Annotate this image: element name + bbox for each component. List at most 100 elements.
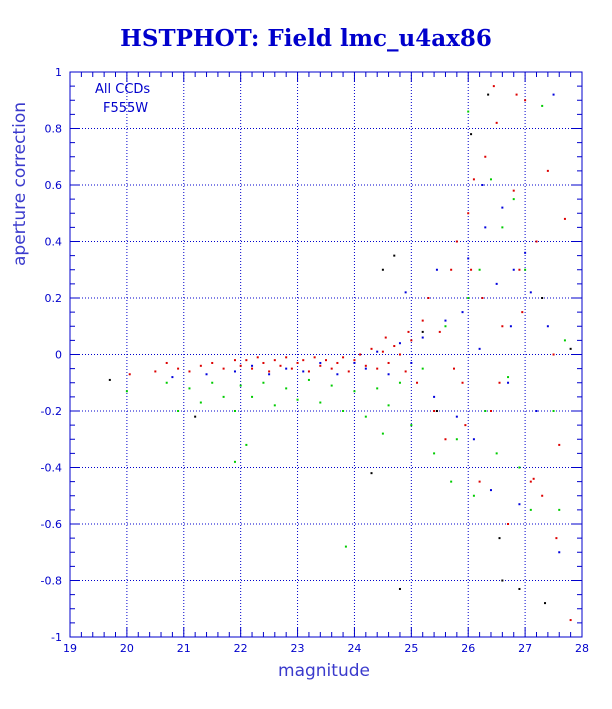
data-point bbox=[569, 619, 572, 622]
data-point bbox=[256, 356, 259, 359]
data-point bbox=[484, 410, 487, 412]
data-point bbox=[359, 353, 362, 356]
data-point bbox=[472, 178, 475, 181]
data-point bbox=[541, 104, 544, 107]
data-point bbox=[290, 367, 293, 370]
data-point bbox=[188, 370, 191, 373]
data-point bbox=[398, 353, 401, 356]
data-point bbox=[455, 240, 458, 243]
data-point bbox=[398, 381, 401, 384]
data-point bbox=[507, 523, 510, 525]
data-point bbox=[450, 480, 453, 483]
data-point bbox=[199, 364, 202, 367]
y-tick-label: -0.8 bbox=[41, 575, 62, 588]
x-tick-label: 28 bbox=[575, 642, 589, 655]
data-point bbox=[495, 121, 498, 124]
data-point bbox=[489, 410, 492, 412]
x-tick-label: 20 bbox=[120, 642, 134, 655]
data-point bbox=[427, 297, 430, 299]
data-point bbox=[211, 361, 214, 364]
data-point bbox=[416, 381, 419, 384]
data-point bbox=[353, 359, 356, 362]
data-point bbox=[563, 217, 566, 220]
data-point bbox=[319, 401, 322, 404]
data-point bbox=[524, 99, 527, 102]
data-point bbox=[433, 452, 436, 455]
data-point bbox=[421, 336, 424, 339]
data-point bbox=[410, 424, 413, 427]
data-point bbox=[407, 330, 410, 333]
x-tick-label: 26 bbox=[461, 642, 475, 655]
data-point bbox=[313, 356, 316, 359]
data-point bbox=[285, 356, 288, 359]
data-point bbox=[347, 370, 350, 373]
data-point bbox=[387, 404, 390, 407]
data-point bbox=[512, 198, 515, 201]
data-point bbox=[507, 381, 510, 384]
data-point bbox=[558, 551, 561, 554]
x-axis-label: magnitude bbox=[278, 661, 370, 681]
data-point bbox=[569, 347, 572, 350]
data-point bbox=[251, 395, 254, 398]
data-point bbox=[233, 410, 236, 412]
x-tick-label: 27 bbox=[518, 642, 532, 655]
data-point bbox=[325, 359, 327, 362]
data-point bbox=[353, 361, 356, 364]
data-point bbox=[518, 587, 521, 590]
data-point bbox=[188, 387, 191, 390]
annotation-line-2: F555W bbox=[103, 101, 148, 116]
data-point bbox=[544, 602, 547, 605]
data-point bbox=[199, 401, 202, 404]
data-point bbox=[296, 361, 299, 364]
data-point bbox=[177, 410, 180, 412]
data-point bbox=[535, 410, 538, 412]
data-point bbox=[455, 415, 458, 418]
data-point bbox=[467, 110, 470, 113]
data-point bbox=[171, 376, 174, 379]
data-point bbox=[563, 339, 566, 342]
axes: 19 20 21 22 23 24 25 26 27 28 -1 -0.8 -0.6 -0.4 -0.2 0 0… bbox=[41, 66, 589, 655]
data-point bbox=[398, 587, 401, 590]
data-point bbox=[524, 268, 527, 271]
y-tick-label: -1 bbox=[51, 631, 62, 644]
data-point bbox=[376, 350, 379, 353]
data-point bbox=[529, 480, 532, 483]
x-tick-label: 25 bbox=[404, 642, 418, 655]
data-point bbox=[387, 361, 390, 364]
data-point bbox=[268, 370, 271, 373]
data-point bbox=[194, 415, 197, 418]
data-point bbox=[495, 282, 498, 285]
data-point bbox=[233, 460, 236, 463]
data-point bbox=[489, 178, 492, 181]
data-point bbox=[410, 361, 413, 364]
data-point bbox=[404, 370, 407, 373]
data-point bbox=[285, 387, 288, 390]
y-tick-label: -0.6 bbox=[41, 518, 62, 531]
data-point bbox=[177, 367, 180, 370]
data-point bbox=[393, 254, 396, 257]
data-point bbox=[492, 85, 495, 88]
data-point bbox=[433, 395, 436, 398]
y-tick-label: 0.2 bbox=[45, 292, 63, 305]
data-point bbox=[464, 424, 467, 427]
x-tick-label: 22 bbox=[234, 642, 248, 655]
data-point bbox=[233, 370, 236, 373]
data-point bbox=[381, 268, 384, 271]
data-point bbox=[467, 297, 470, 299]
data-point bbox=[370, 347, 373, 350]
data-point bbox=[211, 381, 214, 384]
data-point bbox=[336, 361, 339, 364]
x-tick-label: 23 bbox=[291, 642, 305, 655]
data-point bbox=[558, 508, 561, 511]
data-point bbox=[370, 472, 373, 475]
data-point bbox=[453, 367, 455, 370]
data-point bbox=[546, 169, 549, 172]
data-point bbox=[518, 466, 521, 469]
data-point bbox=[455, 438, 458, 441]
data-point bbox=[489, 489, 492, 492]
data-point bbox=[461, 381, 464, 384]
data-point bbox=[364, 415, 367, 418]
data-point bbox=[524, 251, 527, 254]
data-point bbox=[498, 381, 501, 384]
